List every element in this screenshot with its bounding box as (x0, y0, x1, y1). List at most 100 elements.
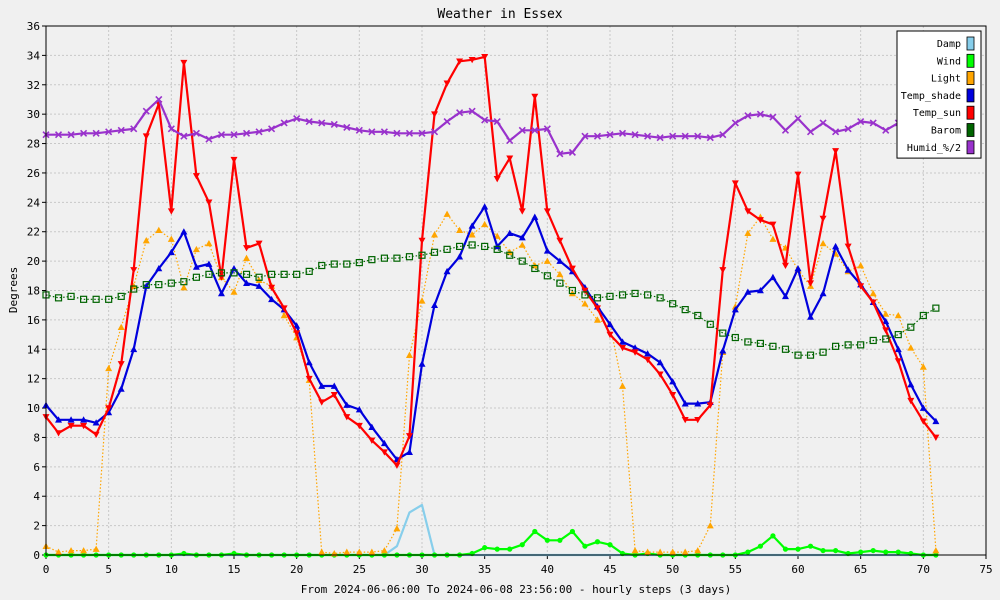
data-point (757, 543, 764, 549)
data-point (493, 176, 501, 183)
legend-swatch (966, 88, 975, 103)
data-point (806, 351, 815, 359)
data-point (669, 392, 677, 399)
data-point (869, 119, 877, 127)
data-point (180, 59, 188, 67)
data-point (243, 254, 251, 261)
data-point (443, 80, 451, 87)
data-point (882, 335, 890, 343)
data-point (443, 210, 451, 217)
data-point (919, 311, 927, 320)
data-point (832, 242, 840, 250)
data-point (92, 129, 100, 137)
data-point (869, 289, 877, 297)
data-point (155, 226, 163, 234)
data-point (255, 128, 263, 136)
data-point (919, 363, 927, 370)
data-point (769, 113, 777, 121)
data-point (807, 543, 814, 549)
data-point (593, 316, 601, 323)
data-point (330, 382, 338, 389)
data-point (907, 397, 915, 405)
y-tick-label: 20 (27, 255, 40, 268)
data-point (932, 547, 940, 554)
data-point (507, 546, 513, 552)
y-tick-label: 18 (27, 285, 40, 298)
data-point (606, 331, 614, 339)
data-point (167, 235, 175, 242)
data-point (243, 245, 251, 252)
data-point (644, 132, 652, 140)
data-point (833, 547, 839, 554)
data-point (606, 131, 614, 139)
data-point (192, 129, 200, 137)
data-point (656, 359, 664, 366)
data-point (205, 270, 213, 278)
data-point (932, 304, 940, 312)
data-point (694, 547, 702, 554)
data-point (456, 109, 464, 117)
x-tick-label: 20 (290, 563, 303, 576)
data-point (794, 351, 802, 359)
data-point (318, 119, 326, 127)
data-point (105, 128, 113, 136)
data-point (54, 294, 63, 302)
data-point (794, 264, 802, 272)
data-point (656, 548, 664, 555)
data-point (343, 414, 351, 421)
series-line (45, 205, 937, 461)
data-point (117, 292, 125, 300)
data-point (343, 260, 351, 268)
data-point (894, 345, 902, 353)
data-point (568, 286, 577, 295)
data-point (155, 281, 163, 289)
data-point (405, 433, 413, 440)
data-point (280, 305, 288, 312)
data-point (882, 317, 890, 325)
data-point (130, 285, 138, 293)
y-tick-label: 8 (33, 431, 40, 444)
data-point (167, 125, 175, 133)
data-point (217, 289, 225, 297)
data-point (719, 131, 727, 139)
data-point (770, 533, 776, 539)
y-tick-label: 12 (27, 373, 40, 386)
data-point (919, 418, 927, 425)
x-tick-label: 40 (541, 563, 554, 576)
data-point (569, 528, 576, 535)
data-point (568, 265, 576, 272)
data-point (669, 378, 677, 385)
data-point (468, 222, 476, 229)
y-tick-label: 30 (27, 108, 40, 121)
data-point (656, 134, 664, 142)
data-point (782, 546, 789, 552)
x-tick-label: 35 (478, 563, 491, 576)
data-point (481, 203, 489, 210)
data-point (55, 416, 63, 423)
data-point (268, 270, 276, 278)
data-point (468, 56, 476, 64)
data-point (418, 251, 426, 259)
data-point (681, 400, 689, 407)
data-point (481, 242, 489, 251)
data-point (92, 295, 100, 303)
y-tick-label: 6 (33, 461, 40, 474)
data-point (907, 381, 915, 388)
data-point (719, 347, 727, 354)
data-point (105, 364, 113, 372)
data-point (744, 112, 752, 120)
data-point (368, 548, 376, 555)
data-point (117, 361, 125, 368)
data-point (781, 345, 790, 353)
data-point (217, 269, 226, 277)
data-point (380, 449, 388, 456)
data-point (355, 548, 363, 555)
data-point (431, 111, 439, 118)
x-tick-label: 50 (666, 563, 679, 576)
data-point (80, 422, 88, 430)
data-point (781, 126, 790, 134)
data-point (858, 549, 864, 555)
data-point (80, 547, 88, 554)
data-point (819, 239, 827, 247)
data-point (543, 125, 551, 133)
